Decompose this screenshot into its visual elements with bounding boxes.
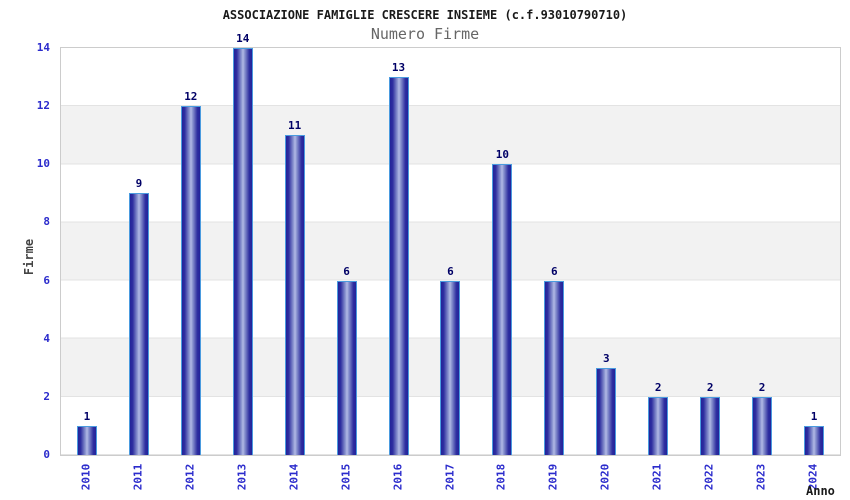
x-tick-label-2014: 2014 bbox=[287, 463, 301, 491]
bar-slot-2017: 6 bbox=[425, 48, 477, 455]
bar-slot-2024: 1 bbox=[788, 48, 840, 455]
bar-value-label: 12 bbox=[184, 90, 198, 104]
bar-value-label: 13 bbox=[391, 61, 406, 75]
x-tick-label-2021: 2021 bbox=[650, 463, 664, 491]
bar-slot-2023: 2 bbox=[736, 48, 788, 455]
bar-2021 bbox=[648, 396, 669, 455]
y-tick-label: 8 bbox=[43, 215, 50, 229]
x-tick-label-2023: 2023 bbox=[754, 463, 768, 491]
bar-slot-2019: 6 bbox=[528, 48, 580, 455]
bar-2015 bbox=[336, 280, 357, 455]
x-tick-label-2015: 2015 bbox=[339, 463, 353, 491]
bar-slot-2015: 6 bbox=[321, 48, 373, 455]
bar-value-label: 14 bbox=[236, 32, 250, 45]
bar-value-label: 2 bbox=[654, 380, 662, 394]
bar-slot-2021: 2 bbox=[632, 48, 684, 455]
bar-2014 bbox=[284, 135, 305, 455]
bar-2011 bbox=[128, 193, 149, 455]
bar-slot-2013: 14 bbox=[217, 32, 269, 455]
x-axis-label: Anno bbox=[806, 484, 835, 498]
y-tick-label: 4 bbox=[43, 331, 50, 345]
x-tick-label-2011: 2011 bbox=[131, 463, 145, 491]
bars-layer: 1 9 12 14 11 6 13 6 10 6 3 2 2 2 1 bbox=[61, 32, 840, 455]
bar-value-label: 1 bbox=[83, 409, 91, 423]
x-tick-label-2010: 2010 bbox=[79, 463, 93, 491]
y-tick-label: 0 bbox=[43, 448, 50, 461]
y-axis-tick-labels: 0 2 4 6 8 10 12 14 bbox=[0, 41, 50, 461]
bar-value-label: 2 bbox=[758, 380, 766, 394]
bar-value-label: 11 bbox=[288, 119, 302, 133]
x-tick-label-2016: 2016 bbox=[391, 463, 405, 491]
bar-slot-2020: 3 bbox=[580, 48, 632, 455]
bar-2022 bbox=[700, 396, 721, 455]
bar-2018 bbox=[492, 164, 513, 455]
y-tick-label: 10 bbox=[36, 157, 50, 171]
y-tick-label: 2 bbox=[43, 389, 50, 403]
chart-title: ASSOCIAZIONE FAMIGLIE CRESCERE INSIEME (… bbox=[222, 8, 628, 22]
bar-2016 bbox=[388, 77, 409, 455]
bar-value-label: 6 bbox=[447, 264, 454, 278]
x-tick-label-2018: 2018 bbox=[494, 463, 508, 491]
bar-slot-2010: 1 bbox=[61, 48, 113, 455]
bar-2023 bbox=[752, 396, 773, 455]
bar-value-label: 6 bbox=[343, 264, 350, 278]
chart-subtitle: Numero Firme bbox=[370, 25, 480, 43]
bar-2013 bbox=[232, 48, 253, 455]
y-tick-label: 12 bbox=[36, 99, 50, 113]
bar-2012 bbox=[180, 106, 201, 455]
bar-slot-2022: 2 bbox=[684, 48, 736, 455]
bar-slot-2016: 13 bbox=[373, 48, 425, 455]
y-tick-label: 14 bbox=[36, 41, 50, 54]
x-tick-label-2017: 2017 bbox=[443, 463, 456, 491]
bar-slot-2014: 11 bbox=[269, 48, 321, 455]
x-tick-label-2012: 2012 bbox=[183, 463, 197, 491]
bar-slot-2011: 9 bbox=[113, 48, 165, 455]
bar-value-label: 6 bbox=[551, 264, 558, 278]
y-tick-label: 6 bbox=[43, 273, 50, 287]
bar-2010 bbox=[76, 425, 97, 455]
x-axis-tick-labels: 2010 2011 2012 2013 2014 2015 2016 2017 2018 2019… bbox=[60, 454, 839, 500]
bar-slot-2018: 10 bbox=[476, 48, 528, 455]
x-tick-label-2020: 2020 bbox=[598, 463, 612, 491]
x-tick-label-2019: 2019 bbox=[546, 463, 560, 491]
bar-value-label: 2 bbox=[706, 380, 714, 394]
bar-value-label: 10 bbox=[495, 148, 510, 162]
bar-value-label: 3 bbox=[602, 351, 610, 365]
x-tick-label-2013: 2013 bbox=[235, 463, 249, 491]
x-tick-label-2022: 2022 bbox=[702, 463, 716, 491]
bar-slot-2012: 12 bbox=[165, 48, 217, 455]
bar-value-label: 1 bbox=[810, 409, 818, 423]
bar-2020 bbox=[596, 367, 617, 455]
bar-2017 bbox=[440, 280, 461, 455]
bar-2024 bbox=[804, 425, 825, 455]
bar-value-label: 9 bbox=[135, 177, 143, 191]
bar-2019 bbox=[544, 280, 565, 455]
plot-area: 1 9 12 14 11 6 13 6 10 6 3 2 2 2 1 bbox=[60, 32, 841, 456]
